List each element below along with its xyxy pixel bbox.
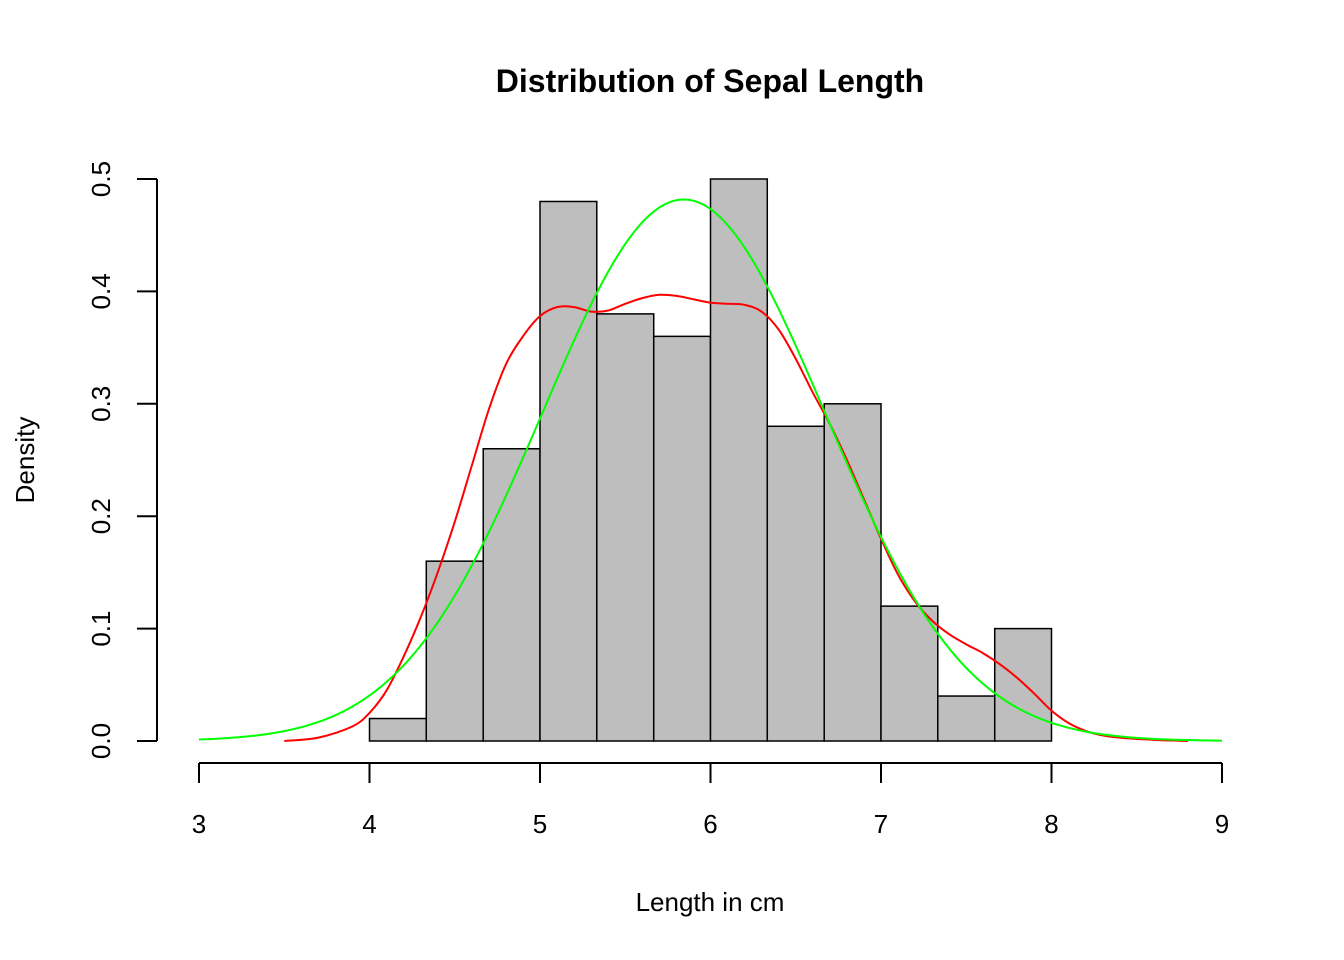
histogram-bar-9 (823, 403, 882, 742)
y-axis: 0.0 0.1 0.2 0.3 0.4 0.5 (86, 161, 158, 759)
y-tick-label: 0.5 (86, 161, 116, 197)
x-tick-label: 4 (362, 809, 376, 839)
histogram-bars (368, 178, 1053, 742)
x-axis-title: Length in cm (636, 887, 785, 917)
x-axis: 3 4 5 6 7 8 9 (192, 762, 1229, 839)
density-curves (198, 198, 1223, 742)
histogram-bar-7 (709, 178, 769, 742)
normal-density-curve (198, 198, 1223, 742)
histogram-bar-1 (368, 717, 428, 742)
histogram-bar-8 (766, 425, 825, 742)
x-tick-label: 8 (1044, 809, 1058, 839)
x-tick-label: 3 (192, 809, 206, 839)
histogram-bar-5 (596, 313, 655, 742)
histogram-bar-12 (993, 627, 1053, 742)
y-tick-label: 0.1 (86, 611, 116, 647)
y-tick-label: 0.0 (86, 723, 116, 759)
histogram-bar-11 (937, 695, 996, 742)
chart-title: Distribution of Sepal Length (496, 63, 924, 99)
histogram-bar-4 (539, 200, 598, 742)
x-tick-label: 6 (703, 809, 717, 839)
x-tick-label: 9 (1215, 809, 1229, 839)
y-tick-label: 0.4 (86, 273, 116, 309)
histogram-bar-3 (482, 448, 541, 742)
y-axis-title: Density (10, 417, 40, 504)
x-tick-label: 5 (533, 809, 547, 839)
histogram-bar-6 (652, 335, 712, 742)
y-tick-label: 0.2 (86, 498, 116, 534)
x-tick-label: 7 (874, 809, 888, 839)
histogram-bar-10 (880, 605, 939, 742)
y-tick-label: 0.3 (86, 386, 116, 422)
kernel-density-curve (284, 293, 1188, 742)
histogram-bar-2 (425, 560, 484, 742)
